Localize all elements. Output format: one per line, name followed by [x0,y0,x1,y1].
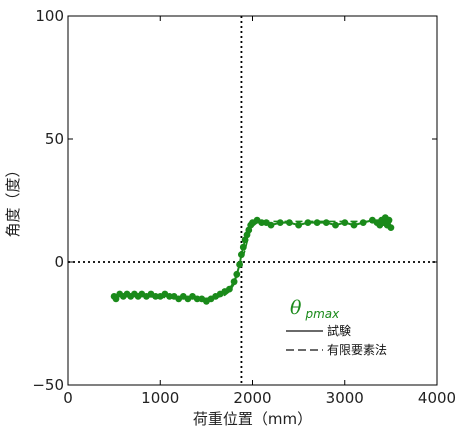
legend: θ pmax 試験 有限要素法 [286,297,387,357]
test-data-point [359,219,367,227]
y-tick-label: −50 [32,376,64,394]
y-tick-label: 50 [45,130,64,148]
legend-title-main: θ [290,297,302,319]
test-data-point [295,221,302,229]
x-axis-label: 荷重位置（mm） [193,410,312,428]
plot-frame [67,15,438,386]
test-data-point [276,219,284,227]
legend-entry-fem: 有限要素法 [327,343,387,357]
x-tick-label: 4000 [418,389,456,407]
test-data-point [387,224,395,232]
test-data-point [322,219,330,227]
x-tick-label: 0 [63,389,73,407]
test-data-point [239,243,247,251]
fem-series-line [114,220,391,300]
test-data-point [385,216,393,224]
legend-entry-test: 試験 [327,323,351,338]
test-data-point [341,219,349,227]
y-axis-label: 角度（度） [4,162,22,237]
legend-title: θ pmax [290,297,340,321]
legend-title-sub: pmax [304,307,340,321]
test-data-point [350,221,358,229]
y-tick-label: 100 [35,7,64,25]
test-data-point [152,293,160,300]
test-data-point [313,219,321,227]
test-data-point [230,278,238,286]
test-data-point [286,219,293,227]
x-tick-label: 2000 [233,389,271,407]
test-data-point [112,295,120,303]
test-series-line [113,214,392,303]
test-data-point [267,221,275,229]
x-tick-label: 3000 [326,389,364,407]
test-data-point [332,221,339,229]
test-data-point [304,219,312,227]
y-tick-label: 0 [54,253,64,271]
x-tick-label: 1000 [141,389,179,407]
